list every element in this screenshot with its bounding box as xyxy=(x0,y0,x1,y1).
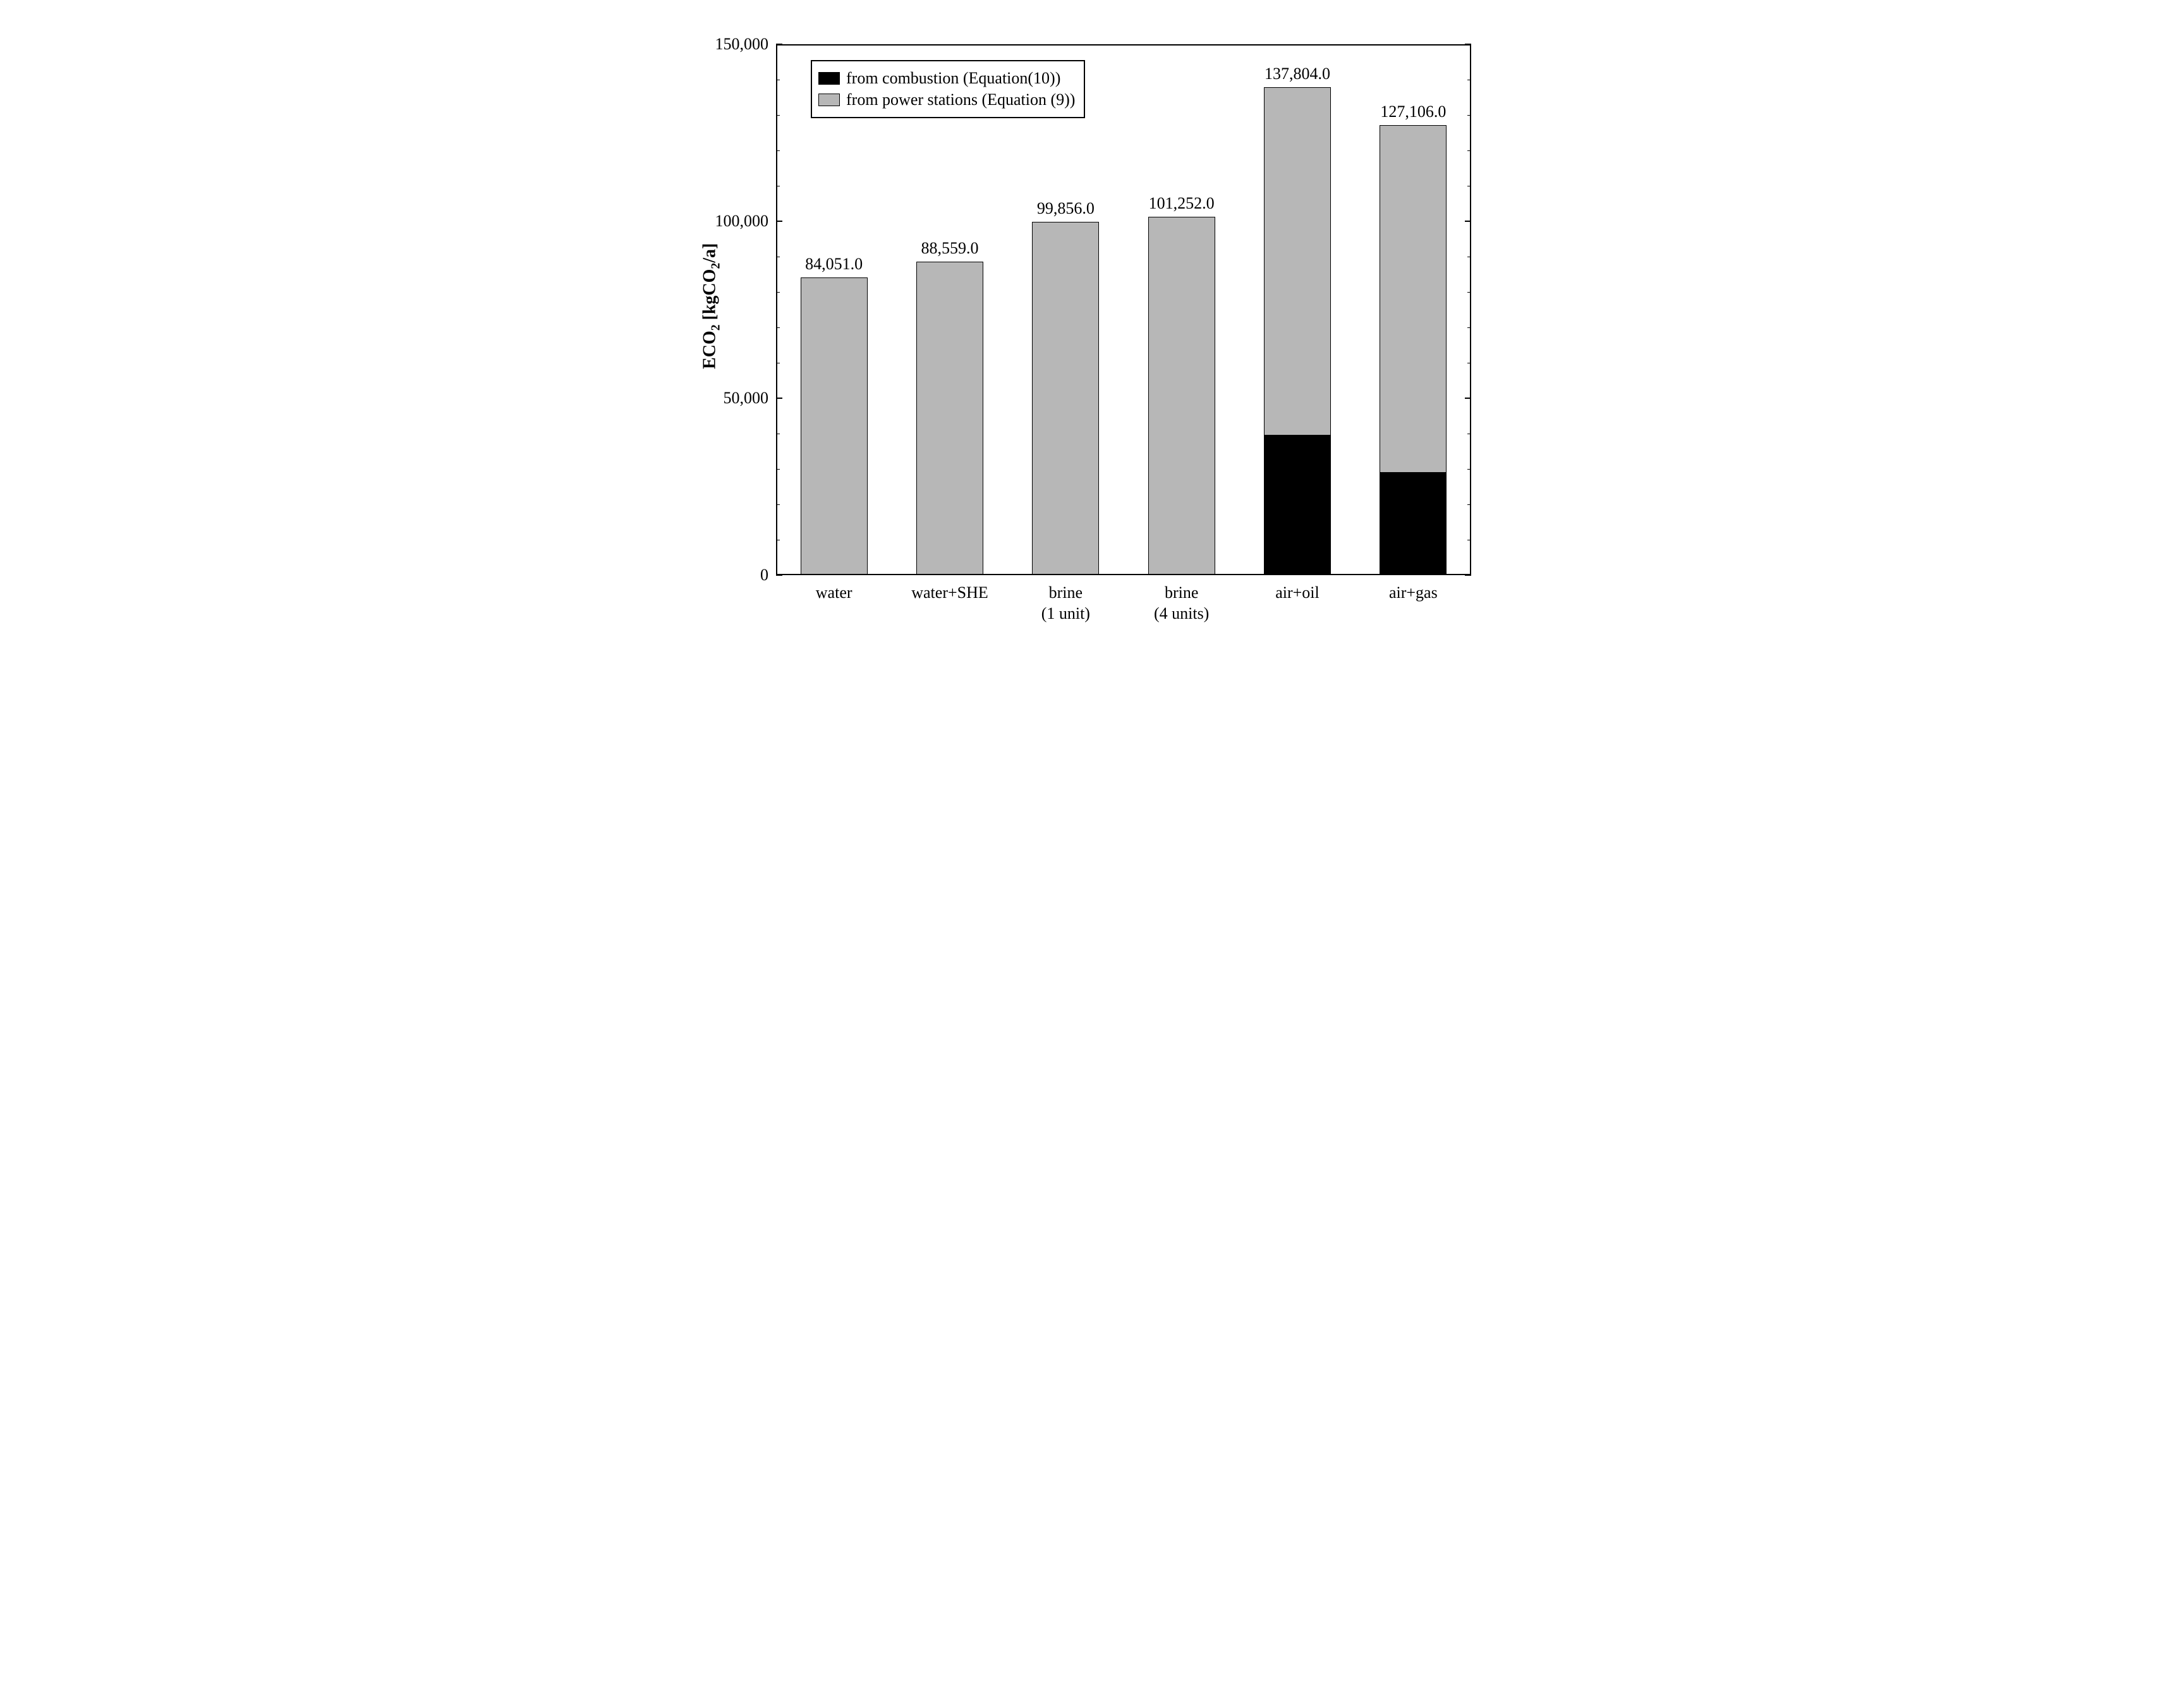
bar-total-labels-layer: 84,051.0 88,559.0 99,856.0 101,252.0 137,804… xyxy=(694,25,1490,645)
bar-total-label: 99,856.0 xyxy=(1037,199,1095,218)
bar-total-label: 84,051.0 xyxy=(805,255,863,274)
bar-total-label: 88,559.0 xyxy=(921,239,979,258)
co2-emissions-bar-chart: from combustion (Equation(10))from power… xyxy=(694,25,1490,645)
bar-total-label: 101,252.0 xyxy=(1149,194,1215,213)
bar-total-label: 137,804.0 xyxy=(1265,64,1330,83)
bar-total-label: 127,106.0 xyxy=(1380,102,1446,121)
